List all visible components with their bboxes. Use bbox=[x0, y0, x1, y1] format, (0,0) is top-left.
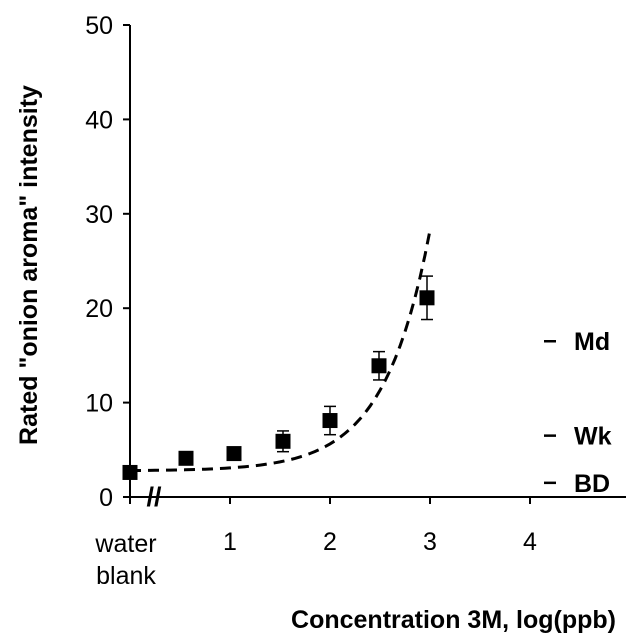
x-ticks: 1 2 3 4 bbox=[129, 497, 537, 556]
data-point bbox=[371, 358, 387, 374]
reference-label: Md bbox=[574, 328, 610, 356]
y-tick-label: 50 bbox=[85, 12, 113, 40]
water-blank-label-line: blank bbox=[96, 562, 156, 590]
data-point bbox=[178, 450, 194, 466]
axes bbox=[129, 25, 626, 498]
x-tick-label: 1 bbox=[223, 528, 237, 556]
reference-label: BD bbox=[574, 470, 610, 498]
data-point bbox=[122, 464, 138, 480]
reference-label: Wk bbox=[574, 423, 612, 451]
y-ticks: 0 10 20 30 40 50 bbox=[85, 12, 130, 512]
water-blank-label: water blank bbox=[94, 530, 156, 590]
x-tick-label: 3 bbox=[423, 528, 437, 556]
data-point bbox=[322, 413, 338, 429]
data-point bbox=[275, 433, 291, 449]
water-blank-label-line: water bbox=[94, 530, 156, 558]
y-tick-label: 0 bbox=[99, 484, 113, 512]
axis-break-mark: // bbox=[146, 482, 162, 512]
reference-marks: Md Wk BD bbox=[544, 328, 612, 498]
data-point bbox=[226, 446, 242, 462]
x-axis-title: Concentration 3M, log(ppb) bbox=[291, 606, 616, 634]
x-tick-label: 4 bbox=[523, 528, 537, 556]
data-point bbox=[419, 290, 435, 306]
y-tick-label: 40 bbox=[85, 106, 113, 134]
data-points bbox=[122, 290, 435, 480]
y-axis-title: Rated "onion aroma" intensity bbox=[15, 85, 43, 445]
y-tick-label: 20 bbox=[85, 295, 113, 323]
y-tick-label: 10 bbox=[85, 390, 113, 418]
y-tick-label: 30 bbox=[85, 201, 113, 229]
x-tick-label: 2 bbox=[323, 528, 337, 556]
fit-curve-line bbox=[129, 230, 432, 473]
